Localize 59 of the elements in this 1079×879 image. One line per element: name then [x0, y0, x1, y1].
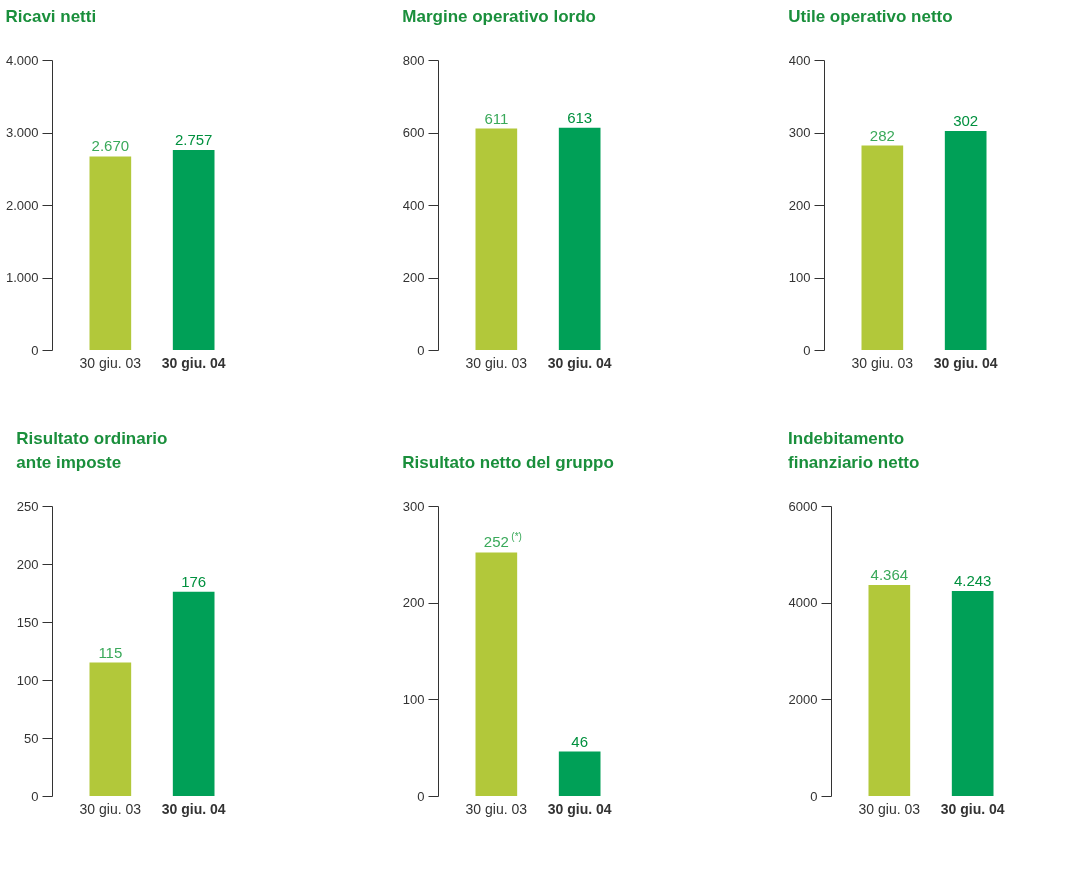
data-label: 2.670	[91, 137, 130, 155]
data-label: 46	[571, 732, 589, 750]
y-tick-label: 200	[402, 270, 425, 285]
x-tick-label: 30 giu. 03	[465, 800, 528, 817]
x-tick-label: 30 giu. 03	[79, 354, 142, 371]
chart-title: Utile operativo netto	[788, 7, 953, 26]
data-label: 176	[181, 572, 207, 590]
y-tick-label: 150	[16, 614, 39, 630]
y-tick-label: 4000	[788, 595, 818, 611]
y-tick-label: 50	[24, 730, 39, 746]
y-tick-label: 300	[402, 498, 425, 514]
y-tick-label: 400	[788, 52, 811, 68]
data-label: 611	[484, 109, 509, 127]
x-tick-label: 30 giu. 04	[547, 800, 612, 817]
y-tick-label: 200	[16, 556, 39, 572]
chart-title: Ricavi netti	[5, 7, 97, 26]
x-tick-label: 30 giu. 03	[851, 354, 914, 371]
y-tick-label: 0	[810, 788, 818, 804]
x-tick-label: 30 giu. 04	[161, 800, 226, 817]
y-tick-label: 0	[417, 788, 425, 804]
chart-title: Risultato netto del gruppo	[402, 453, 614, 472]
chart-title: Risultato ordinario ante imposte	[16, 429, 168, 472]
x-tick-label: 30 giu. 04	[161, 354, 226, 371]
x-tick-label: 30 giu. 03	[79, 800, 142, 817]
data-label: 613	[567, 108, 593, 126]
data-label: 115	[98, 643, 123, 661]
y-tick-label: 0	[31, 788, 39, 804]
y-tick-label: 1.000	[5, 270, 39, 285]
y-tick-label: 2000	[788, 691, 818, 707]
y-tick-label: 200	[402, 595, 425, 611]
y-tick-label: 2.000	[5, 197, 39, 213]
text: 252(*)	[483, 531, 522, 551]
y-tick-label: 200	[788, 197, 811, 213]
y-tick-label: 100	[16, 672, 39, 688]
y-tick-label: 0	[31, 342, 39, 358]
chart-title: Margine operativo lordo	[402, 7, 596, 26]
y-tick-label: 300	[788, 125, 811, 140]
x-tick-label: 30 giu. 03	[858, 800, 921, 817]
y-tick-label: 0	[803, 342, 811, 358]
data-label: 2.757	[174, 131, 213, 149]
y-tick-label: 6000	[788, 498, 818, 514]
y-tick-label: 100	[402, 691, 425, 707]
data-label: 302	[953, 112, 979, 130]
x-tick-label: 30 giu. 04	[940, 800, 1005, 817]
y-tick-label: 250	[16, 498, 39, 514]
y-tick-label: 4.000	[5, 52, 39, 68]
data-label: 4.364	[870, 566, 909, 584]
y-tick-label: 0	[417, 342, 425, 358]
y-tick-label: 800	[402, 52, 425, 68]
x-tick-label: 30 giu. 04	[933, 354, 998, 371]
y-tick-label: 600	[402, 125, 425, 140]
y-tick-label: 3.000	[5, 125, 39, 140]
data-label: 4.243	[953, 571, 992, 589]
y-tick-label: 100	[788, 270, 811, 285]
x-tick-label: 30 giu. 03	[465, 354, 528, 371]
data-label: 282	[869, 126, 895, 144]
chart-title: Indebitamento finanziario netto	[788, 429, 920, 472]
x-tick-label: 30 giu. 04	[547, 354, 612, 371]
y-tick-label: 400	[402, 197, 425, 213]
